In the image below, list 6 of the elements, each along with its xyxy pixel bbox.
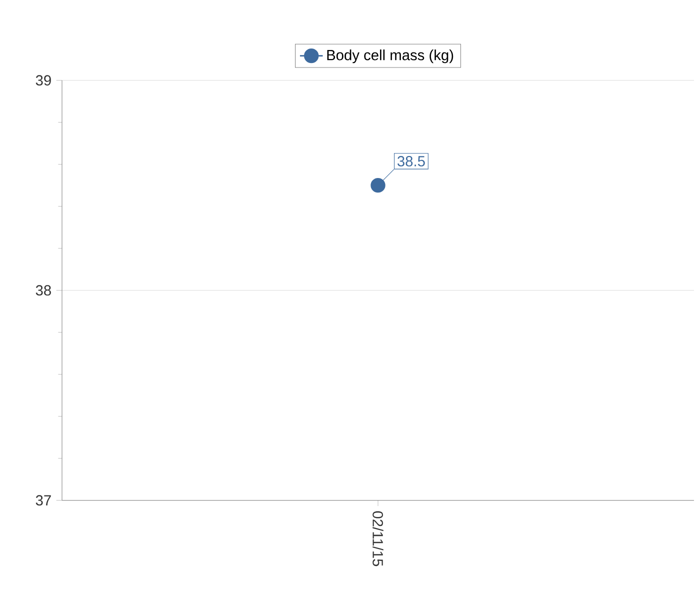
y-tick-label: 38: [36, 285, 51, 296]
y-tick-label: 39: [36, 75, 51, 86]
y-tick-label: 37: [36, 495, 51, 506]
legend-label: Body cell mass (kg): [327, 50, 454, 64]
data-label: 38.5: [398, 156, 425, 166]
x-tick-label: 02/11/15: [372, 511, 384, 566]
